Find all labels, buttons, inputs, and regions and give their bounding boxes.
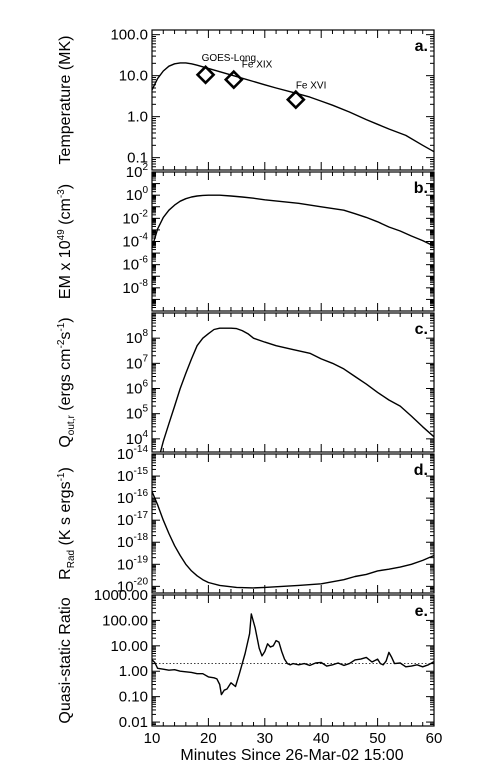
panel-a: 0.1 1.0 10.0 100.0 Temperature (MK) a. GOES-Lo… xyxy=(57,27,435,171)
y-tick-label: 100.0 xyxy=(110,27,148,44)
panel-c: 104 105 106 107 108 Qout,r (ergs cm-2s-1) c. xyxy=(56,312,435,453)
y-tick-label: 106 xyxy=(126,379,149,398)
panel-d: 10-14 10-15 10-16 10-17 10-18 10-19 10-20 RRad … xyxy=(56,444,435,595)
y-tick-label: 0.1 xyxy=(127,150,148,167)
y-tick-label: 107 xyxy=(126,353,149,372)
plot-frame xyxy=(151,312,435,453)
panels-group: 0.1 1.0 10.0 100.0 Temperature (MK) a. GOES-Lo… xyxy=(56,27,442,747)
y-axis-title: RRad (K s ergs-1) xyxy=(56,467,77,580)
series-line xyxy=(151,62,435,153)
panel-e: 0.01 0.10 1.00 10.00 100.00 1000.00 Quasi-stat… xyxy=(57,587,435,731)
plot-frame xyxy=(151,453,435,594)
y-axis-title: Quasi-static Ratio xyxy=(57,597,74,723)
y-tick-label: 10-14 xyxy=(117,444,149,463)
y-tick-label: 1000.00 xyxy=(94,587,148,604)
y-tick-label: 10-16 xyxy=(117,488,149,507)
series-line xyxy=(151,491,435,589)
diamond-marker xyxy=(195,64,216,85)
y-axis-title: Qout,r (ergs cm-2s-1) xyxy=(56,317,77,447)
y-axis-title: EM x 1049 (cm-3) xyxy=(56,184,74,299)
x-tick-label: 40 xyxy=(313,730,330,747)
y-tick-label: 102 xyxy=(126,162,149,181)
y-axis-title: Temperature (MK) xyxy=(57,36,74,165)
x-tick-label: 20 xyxy=(200,730,217,747)
y-tick-label: 10-15 xyxy=(117,466,149,485)
series-line xyxy=(151,194,435,248)
marker-label: Fe XIX xyxy=(242,60,273,71)
diamond-marker xyxy=(285,89,306,110)
x-tick-label: 50 xyxy=(369,730,386,747)
y-tick-label: 104 xyxy=(126,429,149,448)
y-tick-label: 10-4 xyxy=(122,232,148,251)
y-tick-label: 0.10 xyxy=(119,689,148,706)
series-line xyxy=(159,327,435,453)
panel-label: c. xyxy=(415,321,428,338)
x-tick-label: 10 xyxy=(144,730,161,747)
x-tick-label: 60 xyxy=(426,730,443,747)
y-tick-label: 0.01 xyxy=(119,714,148,731)
y-tick-label: 105 xyxy=(126,404,149,423)
plot-frame xyxy=(151,594,435,727)
panel-label: d. xyxy=(414,462,428,479)
y-tick-label: 10-18 xyxy=(117,532,149,551)
plot-frame xyxy=(151,29,435,171)
y-tick-label: 10.0 xyxy=(119,68,148,85)
y-tick-label: 1.0 xyxy=(127,109,148,126)
panel-label: e. xyxy=(415,603,428,620)
y-tick-label: 10-20 xyxy=(117,576,149,595)
y-tick-label: 10.00 xyxy=(110,638,148,655)
panel-label: a. xyxy=(415,38,428,55)
marker-label: Fe XVI xyxy=(296,81,327,92)
y-tick-label: 100.00 xyxy=(102,612,148,629)
y-tick-label: 1.00 xyxy=(119,663,148,680)
diamond-marker xyxy=(223,69,244,90)
y-tick-label: 10-17 xyxy=(117,510,149,529)
y-tick-label: 10-19 xyxy=(117,554,149,573)
marker-label: GOES-Long xyxy=(202,53,256,64)
y-tick-label: 100 xyxy=(126,185,149,204)
panel-label: b. xyxy=(414,180,428,197)
series-line xyxy=(151,613,435,696)
y-tick-label: 108 xyxy=(126,328,149,347)
y-tick-label: 10-2 xyxy=(122,208,148,227)
plot-frame xyxy=(151,171,435,312)
x-tick-label: 30 xyxy=(256,730,273,747)
y-tick-label: 10-8 xyxy=(122,278,148,297)
panel-b: 102 100 10-2 10-4 10-6 10-8 EM x 1049 (cm-3) b. xyxy=(56,162,435,312)
x-axis-title: Minutes Since 26-Mar-02 15:00 xyxy=(180,747,403,764)
y-tick-label: 10-6 xyxy=(122,255,148,274)
